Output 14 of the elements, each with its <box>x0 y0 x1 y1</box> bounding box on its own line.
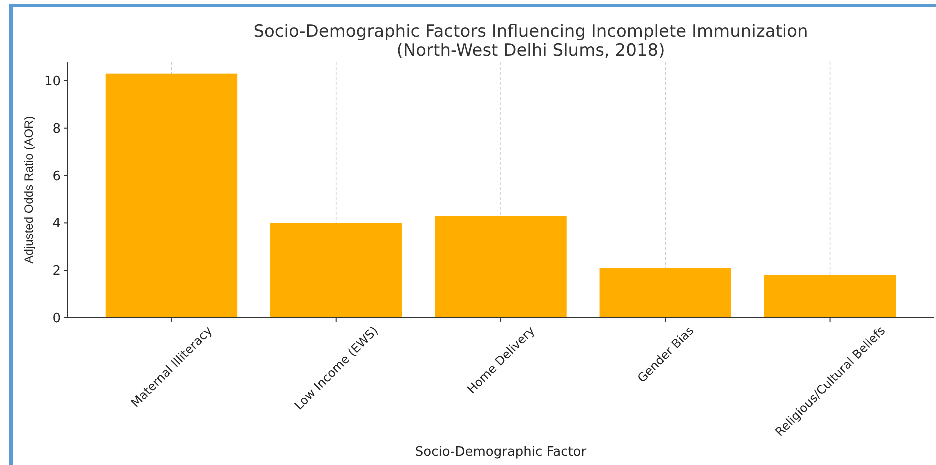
bar <box>600 268 732 318</box>
y-tick-label: 2 <box>52 264 61 280</box>
y-axis-title: Adjusted Odds Ratio (AOR) <box>22 116 36 264</box>
y-tick-label: 10 <box>44 74 61 90</box>
y-tick-label: 4 <box>52 216 61 232</box>
x-axis-title: Socio-Demographic Factor <box>415 445 588 460</box>
bar <box>764 275 896 318</box>
y-tick-label: 8 <box>52 122 61 137</box>
bar <box>270 223 402 318</box>
bar <box>435 216 567 318</box>
chart-title: Socio-Demographic Factors Influencing Incomplete Immunization (North-West Delhi Slums, 2018) <box>254 22 808 61</box>
y-tick-label: 6 <box>52 169 61 184</box>
bar <box>106 74 238 318</box>
y-tick-label: 0 <box>52 312 61 327</box>
